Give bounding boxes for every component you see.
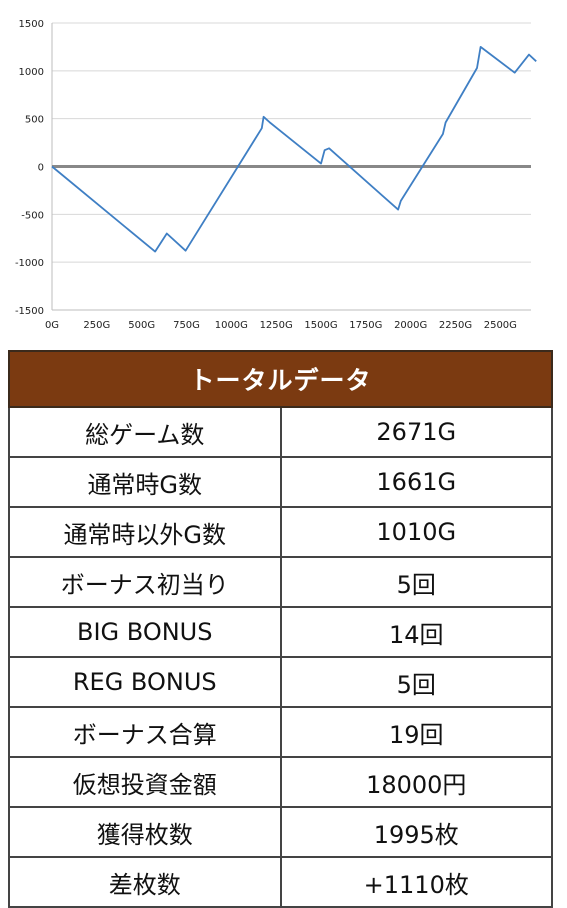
row-value: 1661G — [279, 456, 553, 508]
slump-chart: 1500 1000 500 0 -500 -1000 -1500 0G 250G 500G 750G… — [0, 0, 567, 340]
x-tick-label: 2000G — [394, 320, 427, 331]
x-tick-label: 0G — [45, 320, 59, 331]
table-header-row: トータルデータ — [8, 350, 553, 408]
table-row: 仮想投資金額 18000円 — [8, 756, 553, 808]
series-line — [51, 46, 537, 253]
table-row: 総ゲーム数 2671G — [8, 406, 553, 458]
table-row: BIG BONUS 14回 — [8, 606, 553, 658]
y-tick-label: 1500 — [19, 19, 44, 30]
row-label: 差枚数 — [8, 856, 282, 908]
y-tick-label: 1000 — [19, 67, 44, 78]
row-value: 5回 — [279, 556, 553, 608]
table-row: 通常時G数 1661G — [8, 456, 553, 508]
row-value: 19回 — [279, 706, 553, 758]
table-row: 獲得枚数 1995枚 — [8, 806, 553, 858]
table-title: トータルデータ — [8, 350, 553, 408]
row-label: ボーナス初当り — [8, 556, 282, 608]
row-value: 1995枚 — [279, 806, 553, 858]
x-tick-label: 1500G — [304, 320, 337, 331]
row-value: 14回 — [279, 606, 553, 658]
x-tick-label: 2250G — [439, 320, 472, 331]
total-data-table: トータルデータ 総ゲーム数 2671G 通常時G数 1661G 通常時以外G数 101… — [8, 350, 553, 908]
chart-background — [0, 0, 567, 340]
x-tick-label: 2500G — [484, 320, 517, 331]
row-label: 仮想投資金額 — [8, 756, 282, 808]
row-value: 1010G — [279, 506, 553, 558]
y-tick-label: 0 — [38, 163, 44, 174]
row-value: 5回 — [279, 656, 553, 708]
row-label: ボーナス合算 — [8, 706, 282, 758]
x-tick-label: 1250G — [260, 320, 293, 331]
x-tick-label: 1750G — [349, 320, 382, 331]
total-data-grid: トータルデータ 総ゲーム数 2671G 通常時G数 1661G 通常時以外G数 101… — [8, 350, 553, 908]
y-tick-label: -500 — [21, 210, 44, 221]
x-tick-label: 250G — [83, 320, 110, 331]
row-label: 総ゲーム数 — [8, 406, 282, 458]
row-value: 2671G — [279, 406, 553, 458]
x-tick-label: 500G — [128, 320, 155, 331]
y-tick-label: -1000 — [15, 258, 44, 269]
row-label: 通常時以外G数 — [8, 506, 282, 558]
row-label: 獲得枚数 — [8, 806, 282, 858]
row-label: REG BONUS — [8, 656, 282, 708]
x-tick-label: 750G — [173, 320, 200, 331]
row-label: BIG BONUS — [8, 606, 282, 658]
x-tick-label: 1000G — [215, 320, 248, 331]
table-row: REG BONUS 5回 — [8, 656, 553, 708]
table-row: 通常時以外G数 1010G — [8, 506, 553, 558]
table-row: ボーナス初当り 5回 — [8, 556, 553, 608]
table-row: ボーナス合算 19回 — [8, 706, 553, 758]
y-tick-label: 500 — [25, 115, 44, 126]
table-row: 差枚数 +1110枚 — [8, 856, 553, 908]
row-value: +1110枚 — [279, 856, 553, 908]
y-tick-label: -1500 — [15, 306, 44, 317]
table-body: 総ゲーム数 2671G 通常時G数 1661G 通常時以外G数 1010G ボーナス初… — [8, 406, 553, 908]
row-value: 18000円 — [279, 756, 553, 808]
row-label: 通常時G数 — [8, 456, 282, 508]
series-layer — [51, 46, 537, 253]
